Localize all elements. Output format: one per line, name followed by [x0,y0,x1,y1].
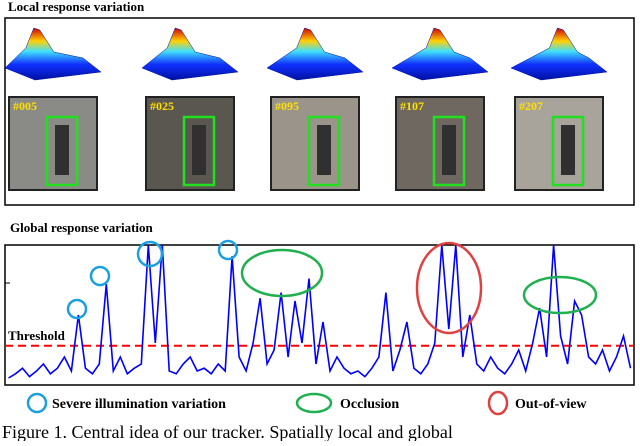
person [561,125,575,175]
occlusion-ellipse [240,248,324,298]
response-surface [4,27,102,81]
legend-icon [487,390,509,416]
frame-image [514,96,604,191]
illum-circle [217,239,239,261]
legend-icon [295,392,333,414]
frame-label: #005 [13,99,37,113]
illum-circle [89,265,111,287]
frame-image [145,96,235,191]
occlusion-ellipse [522,275,598,315]
legend-label: Severe illumination variation [52,397,226,412]
illum-circle [66,298,88,320]
bbox [45,115,79,187]
response-surface [391,27,489,81]
local-box [4,17,635,206]
global-title: Global response variation [10,220,154,235]
person [192,125,206,175]
response-surface [141,27,239,81]
plot [5,244,634,379]
bbox [551,115,585,187]
person [55,125,69,175]
illum-circle [136,240,164,268]
threshold-label: Threshold [8,328,66,343]
oov-ellipse [415,241,483,335]
legend-label: Occlusion [340,397,399,412]
frames: #005 #025 #095 #107 #207 [4,27,608,191]
caption: Figure 1. Central idea of our tracker. S… [2,422,453,441]
frame-image [395,96,485,191]
person [317,125,331,175]
frame-image [270,96,360,191]
bbox [432,115,466,187]
response-surface [510,27,608,81]
frame-image [8,96,98,191]
response-line [8,244,632,379]
frame-label: #207 [519,99,543,113]
response-surface [266,27,364,81]
frame-label: #107 [400,99,424,113]
frame-label: #095 [275,99,299,113]
bbox [182,115,216,187]
local-title: Local response variation [8,0,145,14]
person [442,125,456,175]
bbox [307,115,341,187]
plot-box [4,244,635,386]
frame-label: #025 [150,99,174,113]
legend-label: Out-of-view [515,397,587,412]
legend-icon [26,392,48,414]
